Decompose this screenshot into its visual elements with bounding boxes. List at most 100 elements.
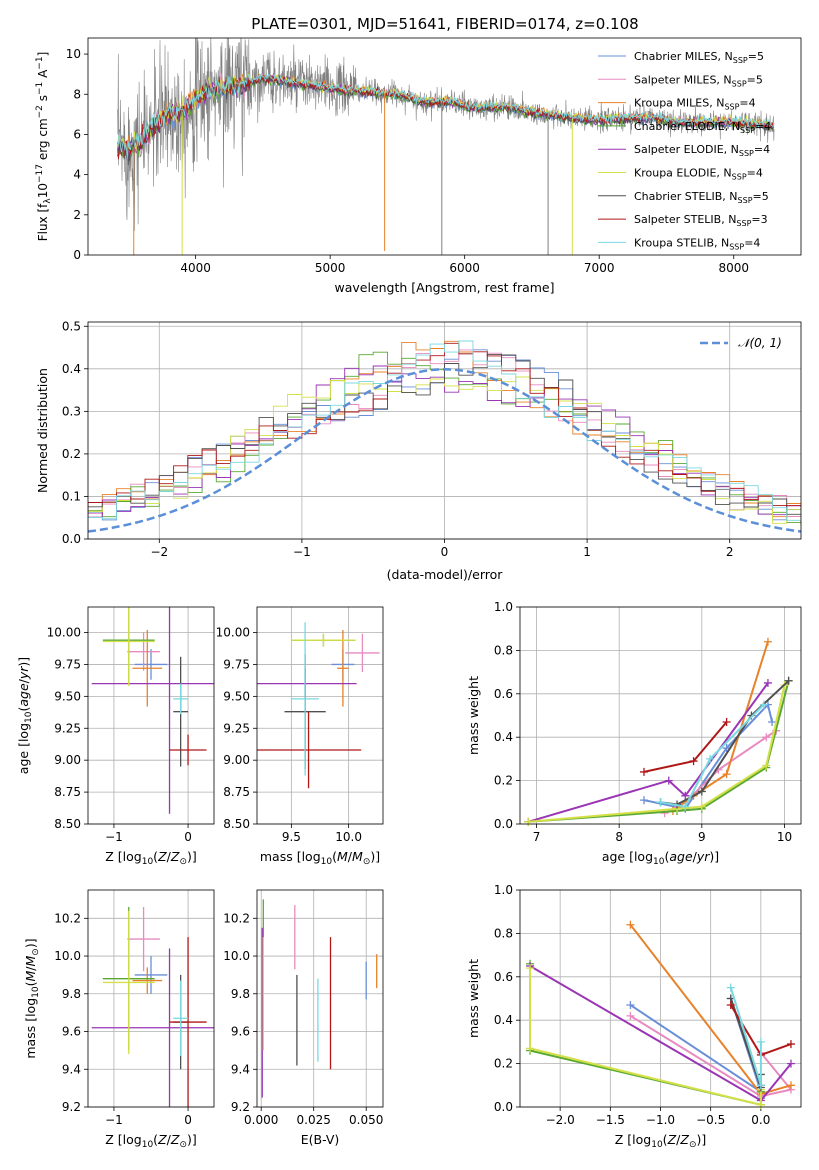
y-tick-label: 2 <box>73 208 81 222</box>
series-marker-salpeter_stelib <box>722 718 731 727</box>
y-tick-label: 1.0 <box>494 883 513 897</box>
y-tick-label: 9.00 <box>54 753 81 767</box>
legend-label-chabrier_miles: Chabrier MILES, NSSP=5 <box>634 50 764 65</box>
x-axis-label: Z [log10(Z/Z⊙)] <box>105 1132 197 1150</box>
legend-label-kroupa_elodie: Kroupa ELODIE, NSSP=4 <box>634 167 763 182</box>
y-tick-label: 10.00 <box>216 626 250 640</box>
x-tick-label: 0.000 <box>244 1113 278 1127</box>
series-marker-salpeter_elodie <box>664 776 673 785</box>
series-marker-salpeter_stelib <box>726 1001 735 1010</box>
series-marker-kroupa_elodie <box>526 964 535 973</box>
y-tick-label: 0.8 <box>494 643 513 657</box>
residuals-axes: −2 −1 0 1 2 0.0 0.1 0.2 0.3 0.4 0.5 <box>62 319 801 559</box>
y-axis-label: mass weight <box>466 676 481 755</box>
series-marker-salpeter_elodie <box>786 1059 795 1068</box>
y-axis-label: mass weight <box>466 959 481 1038</box>
series-marker-kroupa_elodie <box>526 1044 535 1053</box>
y-tick-label: 6 <box>73 127 81 141</box>
y-tick-label: 9.6 <box>231 1025 250 1039</box>
series-marker-salpeter_stelib <box>786 1040 795 1049</box>
x-tick-label: 10.0 <box>335 830 362 844</box>
mass_vs_ebv-errorbars <box>261 899 378 1098</box>
weight_vs_age-axes: 7 8 9 10 0.0 0.2 0.4 0.6 0.8 1.0 <box>494 600 801 844</box>
y-tick-label: 9.8 <box>231 987 250 1001</box>
y-tick-label: 9.50 <box>54 689 81 703</box>
y-tick-label: 9.2 <box>231 1100 250 1114</box>
series-marker-kroupa_stelib <box>726 983 735 992</box>
y-tick-label: 0.4 <box>494 730 513 744</box>
series-marker-salpeter_elodie <box>681 791 690 800</box>
x-tick-label: 7 <box>533 830 541 844</box>
weight_vs_Z-series <box>526 920 795 1109</box>
y-tick-label: 0.8 <box>494 926 513 940</box>
x-tick-label: 2 <box>726 545 734 559</box>
age_vs_mass-axes: 9.5 10.0 8.50 8.75 9.00 9.25 9.50 9.75 10.00 <box>216 607 383 844</box>
legend-label-chabrier_elodie: Chabrier ELODIE, NSSP=4 <box>634 120 771 135</box>
y-tick-label: 9.4 <box>231 1062 250 1076</box>
series-line-kroupa_elodie <box>528 684 786 823</box>
x-axis-label: (data-model)/error <box>387 567 504 582</box>
series-marker-kroupa_miles <box>786 1081 795 1090</box>
y-tick-label: 10.0 <box>54 949 81 963</box>
y-tick-label: 0 <box>73 248 81 262</box>
x-tick-label: 6000 <box>449 261 480 275</box>
spectrum-frame <box>87 37 802 256</box>
y-axis-label: age [log10(age/yr)] <box>16 657 34 774</box>
series-line-salpeter_stelib <box>643 721 728 773</box>
series-line-salpeter_miles <box>629 1015 793 1098</box>
y-tick-label: 10.2 <box>54 911 81 925</box>
y-tick-label: 9.75 <box>223 657 250 671</box>
series-marker-kroupa_elodie <box>756 1100 765 1109</box>
series-marker-salpeter_miles <box>626 1011 635 1020</box>
x-axis-label: E(B-V) <box>301 1132 340 1147</box>
y-tick-label: 0.0 <box>494 1100 513 1114</box>
x-tick-label: 0 <box>441 545 449 559</box>
series-marker-salpeter_miles <box>762 733 771 742</box>
mass_vs_ebv-frame <box>256 889 384 1108</box>
legend-label-kroupa_stelib: Kroupa STELIB, NSSP=4 <box>634 236 760 251</box>
residual-histograms <box>88 340 801 533</box>
spectrum-lines <box>117 38 775 255</box>
y-tick-label: 9.00 <box>223 753 250 767</box>
y-tick-label: 0.6 <box>494 970 513 984</box>
histogram-kroupa_stelib <box>88 340 801 526</box>
histogram-chabrier_stelib <box>88 353 801 522</box>
series-marker-kroupa_stelib <box>756 1081 765 1090</box>
y-tick-label: 0.4 <box>494 1013 513 1027</box>
x-tick-label: 8000 <box>718 261 749 275</box>
y-tick-label: 0.3 <box>62 404 81 418</box>
y-tick-label: 9.25 <box>54 721 81 735</box>
y-tick-label: 10.0 <box>223 949 250 963</box>
y-tick-label: 8.75 <box>54 785 81 799</box>
series-line-kroupa_stelib <box>660 703 765 808</box>
y-tick-label: 0.5 <box>62 319 81 333</box>
series-marker-kroupa_miles <box>763 637 772 646</box>
series-marker-kroupa_miles <box>722 770 731 779</box>
mass_vs_Z-errorbars <box>91 906 214 1107</box>
series-line-chabrier_miles <box>643 702 774 810</box>
x-axis-label: wavelength [Angstrom, rest frame] <box>334 280 554 295</box>
y-tick-label: 1.0 <box>494 600 513 614</box>
y-tick-label: 10 <box>66 47 81 61</box>
model-line-chabrier_stelib <box>117 72 775 166</box>
age_vs_mass-frame <box>256 606 384 825</box>
series-marker-kroupa_stelib <box>706 754 715 763</box>
y-tick-label: 0.1 <box>62 489 81 503</box>
x-tick-label: 0 <box>184 1113 192 1127</box>
series-marker-salpeter_elodie <box>763 678 772 687</box>
series-marker-kroupa_stelib <box>759 700 768 709</box>
model-line-kroupa_elodie <box>117 73 775 154</box>
x-tick-label: 4000 <box>180 261 211 275</box>
y-tick-label: 8 <box>73 87 81 101</box>
series-line-kroupa_elodie <box>529 968 762 1107</box>
y-tick-label: 0.2 <box>494 1057 513 1071</box>
x-tick-label: 0.050 <box>349 1113 383 1127</box>
y-tick-label: 9.2 <box>62 1100 81 1114</box>
legend-label-normal: 𝒩(0, 1) <box>738 336 782 350</box>
series-marker-kroupa_stelib <box>681 802 690 811</box>
series-marker-kroupa_stelib <box>756 1037 765 1046</box>
model-line-kroupa_stelib <box>117 72 775 160</box>
x-axis-label: mass [log10(M/M⊙)] <box>260 849 380 867</box>
series-line-kroupa_stelib <box>729 987 762 1086</box>
legend-label-salpeter_stelib: Salpeter STELIB, NSSP=3 <box>634 213 768 228</box>
